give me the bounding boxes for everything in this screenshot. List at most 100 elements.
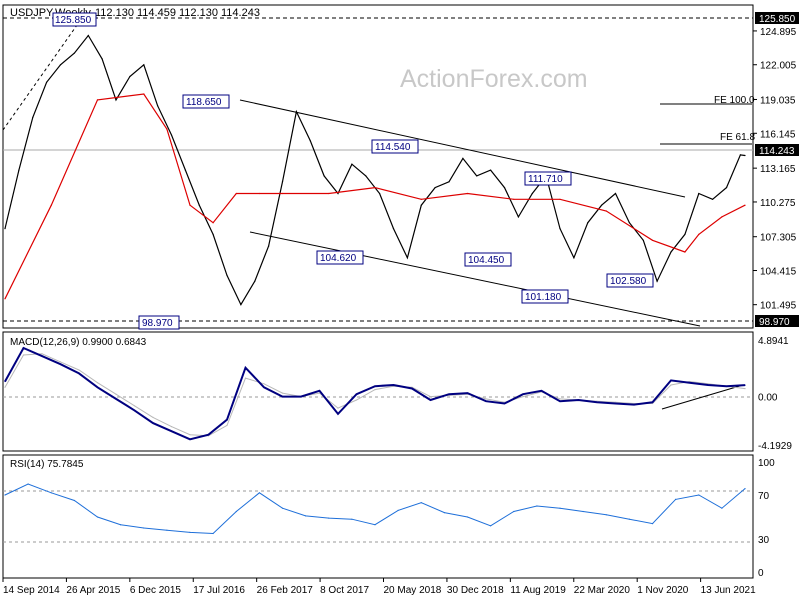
annotation-98970: 98.970 bbox=[138, 315, 180, 330]
x-tick-label: 17 Jul 2016 bbox=[193, 585, 245, 596]
annotation-118650-text: 118.650 bbox=[186, 97, 222, 108]
macd-signal-point bbox=[78, 369, 80, 371]
macd-point bbox=[577, 399, 580, 401]
macd-point bbox=[448, 393, 450, 395]
rsi-point bbox=[721, 507, 723, 509]
rsi-point bbox=[490, 525, 492, 527]
macd-point bbox=[559, 400, 561, 402]
price-tick-label: 110.275 bbox=[760, 198, 796, 209]
macd-signal-point bbox=[189, 434, 191, 436]
macd-point bbox=[133, 409, 136, 411]
macd-signal-point bbox=[522, 396, 524, 398]
macd-point bbox=[115, 398, 117, 400]
price-tick-label: 124.895 bbox=[760, 27, 797, 38]
macd-point bbox=[281, 396, 284, 398]
macd-point bbox=[374, 385, 376, 387]
annotation-102580: 102.580 bbox=[606, 273, 654, 288]
rsi-point bbox=[675, 498, 677, 500]
price-point bbox=[517, 216, 520, 218]
moving-average-point bbox=[96, 99, 99, 101]
annotation-111710-text: 111.710 bbox=[528, 174, 563, 185]
macd-point bbox=[670, 379, 672, 381]
rsi-point bbox=[443, 511, 445, 514]
x-tick-label: 14 Sep 2014 bbox=[3, 585, 60, 596]
annotation-114540-text: 114.540 bbox=[375, 142, 411, 153]
price-point bbox=[323, 175, 325, 177]
price-point bbox=[712, 198, 714, 200]
annotation-125850: 125.850 bbox=[52, 12, 97, 27]
macd-signal-point bbox=[263, 383, 265, 385]
macd-point bbox=[503, 402, 506, 405]
price-point bbox=[198, 204, 200, 206]
moving-average-point bbox=[189, 204, 191, 206]
price-point bbox=[559, 228, 561, 230]
top-line-tag bbox=[755, 12, 799, 24]
macd-point bbox=[300, 396, 302, 398]
channel-upper-line bbox=[239, 99, 686, 198]
macd-point bbox=[244, 367, 247, 369]
price-point bbox=[698, 192, 700, 195]
macd-signal-point bbox=[281, 392, 284, 394]
price-point bbox=[420, 204, 422, 206]
macd-signal-point bbox=[41, 353, 43, 355]
rsi-point bbox=[212, 532, 214, 535]
macd-title: MACD(12,26,9) 0.9900 0.6843 bbox=[10, 337, 147, 348]
macd-point bbox=[522, 393, 524, 395]
annotation-104620: 104.620 bbox=[316, 250, 364, 265]
rsi-tick-label: 30 bbox=[758, 535, 770, 546]
price-point bbox=[614, 192, 617, 195]
rsi-point bbox=[397, 509, 399, 511]
price-point bbox=[73, 52, 75, 54]
price-point bbox=[351, 163, 353, 165]
macd-signal-point bbox=[133, 405, 136, 407]
price-point bbox=[170, 134, 173, 136]
rsi-point bbox=[143, 527, 145, 529]
macd-point bbox=[170, 430, 173, 432]
price-point bbox=[87, 34, 89, 37]
rsi-tick-label: 70 bbox=[758, 491, 770, 502]
price-point bbox=[670, 251, 672, 253]
price-point bbox=[268, 245, 270, 247]
price-point bbox=[184, 169, 186, 171]
macd-signal-point bbox=[226, 424, 228, 426]
moving-average-point bbox=[235, 192, 237, 195]
moving-average-point bbox=[513, 198, 515, 200]
price-point bbox=[392, 228, 395, 230]
price-point bbox=[739, 154, 742, 156]
price-point bbox=[628, 222, 631, 224]
top-line-tag-text: 125.850 bbox=[759, 14, 796, 25]
macd-point bbox=[263, 386, 265, 388]
price-point bbox=[337, 192, 339, 195]
macd-axis-ticks: 4.8941 0.00 -4.1929 bbox=[758, 336, 792, 452]
x-tick-label: 26 Apr 2015 bbox=[66, 585, 120, 596]
macd-point bbox=[485, 400, 487, 402]
moving-average-point bbox=[721, 216, 723, 218]
rsi-point bbox=[189, 531, 191, 534]
fe-100-label: FE 100.0 bbox=[714, 95, 755, 106]
current-price-tag-text: 114.243 bbox=[759, 146, 795, 157]
price-point bbox=[476, 175, 478, 177]
moving-average-point bbox=[605, 210, 607, 212]
macd-point bbox=[207, 434, 210, 436]
macd-tick-label: 4.8941 bbox=[758, 336, 789, 347]
rsi-point bbox=[73, 499, 75, 502]
macd-signal-point bbox=[337, 407, 339, 409]
price-point bbox=[32, 116, 34, 118]
moving-average-point bbox=[698, 233, 700, 235]
current-price-tag bbox=[755, 144, 799, 156]
annotation-102580-text: 102.580 bbox=[610, 276, 647, 287]
macd-point bbox=[337, 413, 339, 415]
rsi-point bbox=[305, 515, 307, 517]
rsi-point bbox=[166, 529, 168, 531]
price-point bbox=[157, 105, 159, 107]
macd-signal-point bbox=[559, 398, 561, 400]
price-point bbox=[226, 274, 228, 276]
moving-average-point bbox=[559, 198, 561, 200]
price-point bbox=[434, 187, 436, 189]
macd-point bbox=[96, 386, 99, 388]
price-point bbox=[448, 181, 450, 183]
annotation-125850-text: 125.850 bbox=[55, 15, 92, 26]
x-tick-label: 26 Feb 2017 bbox=[257, 585, 314, 596]
macd-point bbox=[614, 402, 617, 405]
